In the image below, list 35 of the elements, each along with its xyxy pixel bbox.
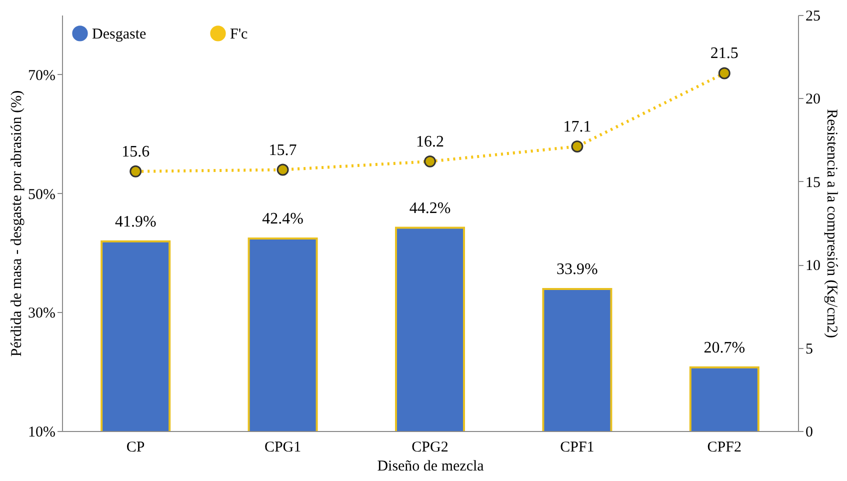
point: [571, 140, 584, 152]
x-tick-label: CP: [126, 440, 145, 456]
y2-tick-label: 10: [806, 258, 820, 274]
x-axis-title: Diseño de mezcla: [377, 458, 484, 474]
data-label: 21.5: [710, 45, 738, 62]
data-label: 15.7: [268, 142, 297, 159]
x-tick-label: CPG1: [264, 440, 302, 456]
data-label: 15.6: [122, 143, 150, 160]
y2-tick-label: 20: [806, 92, 820, 108]
y-axis-title: Pérdida de masa - desgaste por abrasión (%): [9, 90, 26, 357]
y-tick-label: 70%: [28, 68, 56, 84]
data-label: 17.1: [563, 118, 592, 136]
data-label: 16.2: [416, 133, 444, 150]
y2-tick-label: 5: [806, 341, 813, 358]
x-tick-label: CPG2: [412, 440, 448, 456]
data-label: 41.9%: [114, 213, 156, 230]
y-tick-label: 30%: [28, 306, 56, 322]
y2-tick-label: 0: [806, 424, 813, 440]
data-label: 20.7%: [704, 339, 746, 356]
point: [424, 155, 436, 168]
x-tick-label: CPF2: [707, 440, 742, 456]
point: [276, 164, 289, 176]
y2-axis-title: Resistencia a la compresión (Kg/cm2): [824, 108, 840, 338]
data-label: 42.4%: [262, 210, 304, 228]
point: [718, 67, 730, 80]
y-tick-label: 50%: [28, 186, 56, 203]
data-label: 33.9%: [556, 260, 598, 278]
y-tick-label: 10%: [28, 424, 56, 440]
legend-label: F'c: [230, 26, 248, 42]
x-tick-label: CPF1: [560, 440, 594, 456]
point: [130, 165, 142, 178]
data-label: 44.2%: [409, 200, 451, 217]
y2-tick-label: 25: [806, 8, 820, 24]
y2-tick-label: 15: [806, 174, 820, 191]
legend-label: Desgaste: [92, 26, 146, 42]
